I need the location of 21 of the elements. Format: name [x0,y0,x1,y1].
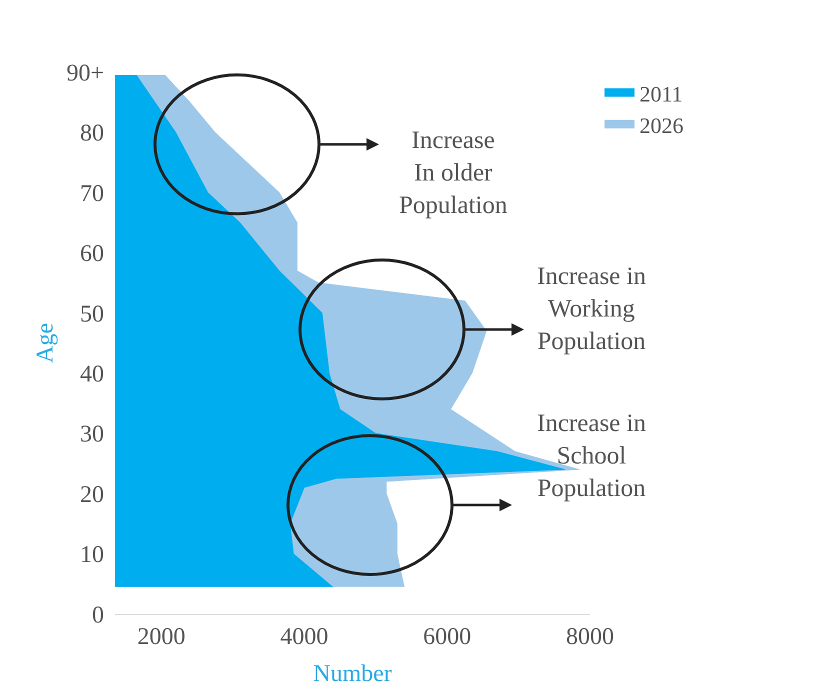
y-axis-title: Age [32,323,59,363]
legend-label: 2026 [640,112,684,138]
y-tick-label: 70 [80,180,104,207]
y-tick-label: 20 [80,482,104,508]
annotation: Increase in School Population [537,410,646,502]
x-axis-title: Number [313,661,392,688]
annotation: Increase In older Population [399,127,508,219]
y-tick-label: 30 [80,422,104,448]
x-tick-label: 2000 [137,624,186,650]
y-tick-label: 50 [80,301,104,328]
x-tick-label: 8000 [566,624,614,650]
y-tick-label: 40 [80,362,104,388]
y-tick-label: 0 [92,602,104,628]
y-tick-label: 80 [80,120,104,147]
y-tick-label: 90+ [66,60,104,86]
y-tick-label: 10 [80,542,104,568]
x-tick-label: 6000 [423,624,472,650]
legend-label: 2011 [640,81,683,106]
x-tick-label: 4000 [280,624,328,650]
y-tick-label: 60 [80,241,104,268]
annotation: Increase in Working Population [537,263,646,355]
